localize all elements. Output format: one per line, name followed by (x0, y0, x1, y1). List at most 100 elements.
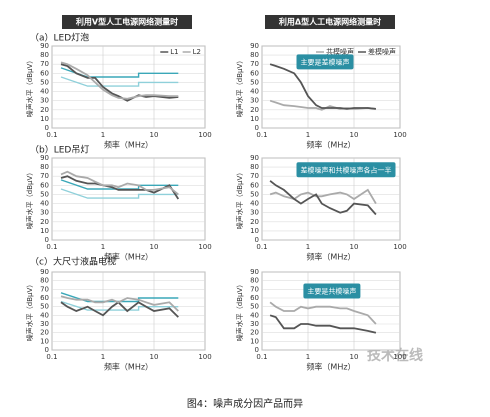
plot-area (51, 157, 206, 241)
x-tick-label: 100 (393, 243, 406, 251)
y-tick-label: 60 (40, 294, 49, 302)
y-axis-label: 噪声水平（dBμV） (235, 57, 244, 118)
row-label: （a）LED灯泡 (30, 32, 89, 44)
y-tick-label: 70 (250, 285, 259, 293)
y-tick-label: 50 (250, 190, 259, 198)
y-tick-label: 0 (45, 124, 49, 132)
y-tick-label: 40 (40, 311, 49, 319)
x-axis-label: 频率（MHz） (306, 362, 355, 372)
y-tick-label: 60 (250, 294, 259, 302)
x-axis-label: 频率（MHz） (306, 252, 355, 262)
y-tick-label: 90 (250, 154, 259, 162)
y-tick-label: 10 (250, 227, 259, 235)
y-tick-label: 80 (40, 163, 49, 171)
column-header: 利用V型人工电源网络测量时 (75, 17, 178, 27)
y-tick-label: 20 (40, 329, 49, 337)
y-tick-label: 40 (250, 200, 259, 208)
y-tick-label: 50 (40, 78, 49, 86)
x-tick-label: 10 (150, 243, 159, 251)
y-tick-label: 80 (250, 51, 259, 59)
y-tick-label: 0 (45, 236, 49, 244)
y-tick-label: 90 (40, 154, 49, 162)
x-axis-label: 频率（MHz） (306, 140, 355, 150)
x-tick-label: 1 (306, 131, 310, 139)
y-tick-label: 80 (250, 277, 259, 285)
x-tick-label: 1 (101, 131, 105, 139)
y-tick-label: 70 (40, 60, 49, 68)
y-tick-label: 20 (40, 218, 49, 226)
x-tick-label: 1 (306, 353, 310, 361)
x-tick-label: 10 (150, 353, 159, 361)
y-tick-label: 40 (40, 88, 49, 96)
y-tick-label: 70 (40, 285, 49, 293)
x-tick-label: 10 (350, 353, 359, 361)
y-axis-label: 噪声水平（dBμV） (235, 169, 244, 230)
y-tick-label: 70 (250, 60, 259, 68)
annotation: 差模噪声和共模噪声各占一半 (301, 165, 392, 174)
x-tick-label: 0.1 (256, 243, 267, 251)
x-tick-label: 100 (198, 243, 211, 251)
y-tick-label: 40 (40, 200, 49, 208)
caption: 图4：噪声成分因产品而异 (187, 397, 303, 410)
series-line (269, 63, 376, 110)
y-tick-label: 10 (40, 337, 49, 345)
series-line (269, 188, 377, 205)
legend: 差模噪声 共模噪声 (316, 47, 396, 56)
y-tick-label: 90 (250, 42, 259, 50)
x-tick-label: 100 (198, 131, 211, 139)
x-tick-label: 0.1 (256, 131, 267, 139)
x-tick-label: 0.1 (46, 243, 57, 251)
y-tick-label: 10 (40, 227, 49, 235)
y-tick-label: 30 (40, 97, 49, 105)
limit-line (60, 300, 179, 311)
series-line (60, 61, 179, 100)
y-tick-label: 80 (40, 51, 49, 59)
y-axis-label: 噪声水平（dBμV） (235, 281, 244, 342)
column-header: 利用Δ型人工电源网络测量时 (278, 17, 381, 27)
plot-area (51, 45, 206, 129)
y-tick-label: 50 (40, 303, 49, 311)
x-axis-label: 频率（MHz） (104, 140, 153, 150)
y-tick-label: 0 (255, 236, 259, 244)
y-tick-label: 60 (250, 181, 259, 189)
annotation-box (296, 162, 396, 178)
y-tick-label: 10 (250, 337, 259, 345)
y-tick-label: 30 (250, 209, 259, 217)
y-tick-label: 60 (250, 69, 259, 77)
y-tick-label: 20 (250, 218, 259, 226)
y-tick-label: 20 (40, 106, 49, 114)
annotation: 主要是共模噪声 (307, 287, 356, 296)
y-tick-label: 50 (40, 190, 49, 198)
y-tick-label: 50 (250, 78, 259, 86)
row-label: （c）大尺寸液晶电视 (30, 256, 116, 268)
y-tick-label: 90 (40, 268, 49, 276)
legend-label: L1 (170, 48, 178, 56)
series-line (60, 170, 179, 196)
y-axis-label: 噪声水平（dBμV） (25, 281, 34, 342)
x-tick-label: 100 (393, 353, 406, 361)
y-tick-label: 90 (250, 268, 259, 276)
y-tick-label: 80 (250, 163, 259, 171)
legend: L2 L1 (160, 48, 201, 56)
y-tick-label: 30 (250, 97, 259, 105)
watermark: 技术在线 (367, 347, 423, 364)
y-tick-label: 90 (40, 42, 49, 50)
y-tick-label: 0 (255, 124, 259, 132)
column-header-bg (62, 15, 192, 29)
y-tick-label: 30 (250, 320, 259, 328)
y-tick-label: 80 (40, 277, 49, 285)
x-tick-label: 0.1 (46, 353, 57, 361)
legend-label: 共模噪声 (326, 47, 354, 56)
limit-line (60, 188, 179, 199)
series-line (269, 301, 377, 325)
y-tick-label: 20 (250, 106, 259, 114)
x-tick-label: 1 (306, 243, 310, 251)
annotation-box (303, 283, 361, 299)
annotation-box (296, 54, 354, 70)
y-tick-label: 0 (255, 346, 259, 354)
y-tick-label: 70 (40, 172, 49, 180)
annotation: 主要是差模噪声 (301, 57, 350, 66)
x-tick-label: 10 (350, 243, 359, 251)
y-axis-label: 噪声水平（dBμV） (25, 57, 34, 118)
